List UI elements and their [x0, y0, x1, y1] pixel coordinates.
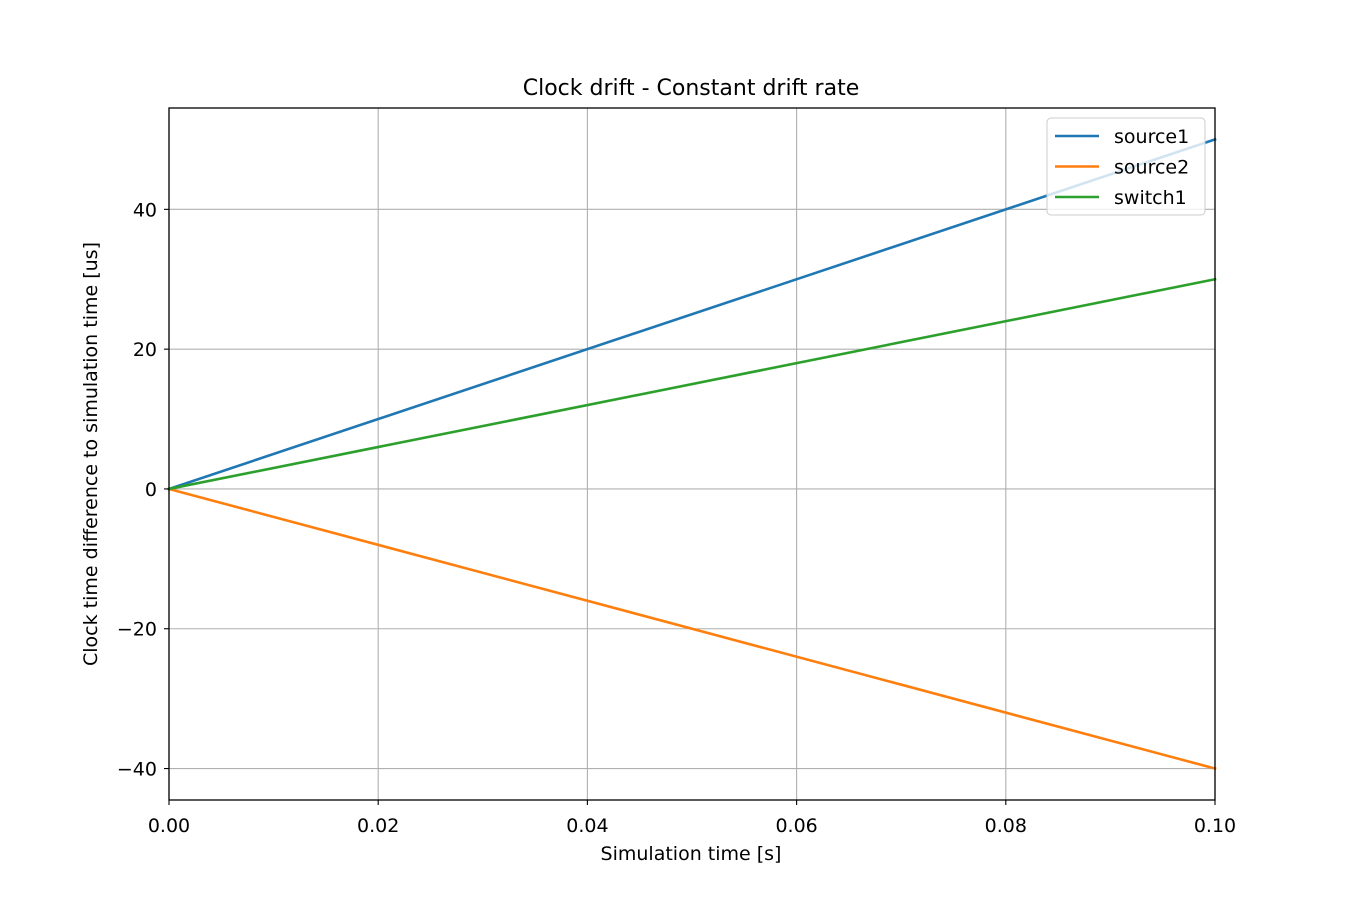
series-line-source2: [167, 487, 1217, 771]
legend-label-source1: source1: [1114, 126, 1189, 148]
axes-frame: [168, 107, 1216, 801]
series-line-source1: [167, 137, 1217, 491]
x-tick-label: 0.02: [357, 815, 399, 837]
legend-box: [1046, 117, 1206, 216]
y-tick-label: −40: [117, 759, 157, 781]
y-axis-label: Clock time difference to simulation time…: [80, 242, 102, 666]
x-tick-label: 0.00: [148, 815, 190, 837]
legend-label-switch1: switch1: [1114, 187, 1187, 209]
legend: source1 source2 switch1: [1046, 117, 1206, 216]
series-line-switch1: [167, 277, 1217, 491]
legend-label-source2: source2: [1114, 157, 1189, 179]
y-tick-label: 40: [133, 199, 157, 221]
y-tick-label: 0: [145, 479, 157, 501]
x-tick-label: 0.10: [1194, 815, 1236, 837]
x-tick-label: 0.08: [985, 815, 1027, 837]
x-tick-label: 0.06: [775, 815, 817, 837]
x-tick-label: 0.04: [566, 815, 608, 837]
series-lines: [167, 137, 1217, 771]
ticks: 0.00 0.02 0.04 0.06 0.08 0.10 −40 −20 0 20 40: [117, 199, 1236, 837]
x-axis-label: Simulation time [s]: [601, 843, 782, 865]
y-tick-label: 20: [133, 339, 157, 361]
chart-title: Clock drift - Constant drift rate: [523, 76, 859, 101]
y-tick-label: −20: [117, 619, 157, 641]
